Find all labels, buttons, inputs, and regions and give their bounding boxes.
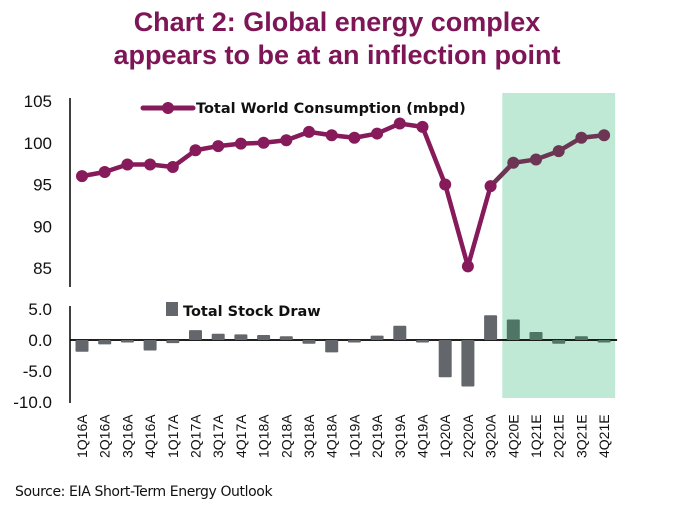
stock-draw-bar [393,325,407,340]
consumption-point [121,158,134,171]
stock-draw-bar [75,340,89,352]
stock-draw-bar [98,340,112,345]
x-tick-label: 4Q20E [505,414,521,458]
stock-draw-bar [529,331,543,340]
stock-draw-bar [461,340,475,387]
bar-legend-swatch [166,302,178,316]
consumption-point [461,260,474,273]
x-tick-label: 2Q19A [369,414,385,458]
consumption-point [144,158,157,171]
stock-draw-bar [143,340,157,351]
stock-draw-bar [506,319,520,340]
consumption-point [166,160,179,173]
bar-y-tick-label: -5.0 [23,362,52,381]
x-tick-label: 3Q16A [119,414,135,458]
line-legend-marker [162,102,174,114]
consumption-point [552,145,565,158]
forecast-shade [502,93,616,398]
x-tick-label: 2Q18A [278,414,294,458]
line-y-tick-label: 85 [33,259,52,278]
stock-draw-bar [484,315,498,340]
stock-draw-bar [574,336,588,340]
stock-draw-bar [257,335,271,340]
line-y-tick-label: 105 [24,92,52,111]
consumption-point [530,153,542,166]
consumption-point [76,170,88,183]
chart-title: Chart 2: Global energy complex appears t… [0,6,674,72]
stock-draw-bar [438,340,452,378]
consumption-point [371,127,384,140]
x-tick-label: 2Q21E [551,414,567,458]
stock-draw-bar [166,340,180,344]
consumption-point [325,129,338,142]
line-legend-label: Total World Consumption (mbpd) [196,101,466,117]
bar-y-tick-label: 0.0 [28,331,52,350]
x-tick-label: 4Q19A [415,414,431,458]
x-tick-label: 1Q19A [346,414,362,458]
line-y-tick-label: 90 [33,217,52,236]
consumption-point [348,131,361,144]
x-tick-label: 1Q20A [437,414,453,458]
consumption-point [189,144,202,157]
x-tick-label: 3Q17A [210,414,226,458]
consumption-point [416,120,429,133]
consumption-line [81,121,515,269]
x-tick-label: 2Q16A [97,414,113,458]
x-tick-label: 3Q21E [573,414,589,458]
stock-draw-bar [325,340,339,353]
consumption-point [280,134,293,147]
stock-draw-bar [189,330,202,340]
line-y-tick-label: 100 [24,134,52,153]
consumption-point [393,117,406,130]
stock-draw-bar [279,336,293,340]
source-note: Source: EIA Short-Term Energy Outlook [15,484,273,500]
chart-title-line-1: Chart 2: Global energy complex [133,7,541,37]
x-tick-label: 3Q18A [301,414,317,458]
consumption-point [507,156,520,169]
x-tick-label: 4Q21E [596,414,612,458]
consumption-point [257,136,270,149]
bar-y-tick-label: 5.0 [28,300,52,319]
stock-draw-bar [234,334,248,340]
stock-draw-bar [347,340,361,343]
x-tick-label: 1Q21E [528,414,544,458]
consumption-point [98,165,111,178]
x-tick-label: 3Q20A [483,414,499,458]
x-tick-label: 2Q20A [460,414,476,458]
x-tick-label: 4Q18A [324,414,340,458]
x-tick-label: 3Q19A [392,414,408,458]
consumption-point [598,129,611,142]
stock-draw-bar [552,340,566,344]
stock-draw-bar [211,333,225,340]
x-tick-label: 4Q16A [142,414,158,458]
x-tick-label: 2Q17A [188,414,204,458]
x-tick-label: 4Q17A [233,414,249,458]
stock-draw-bar [597,340,611,343]
line-y-tick-label: 95 [33,176,52,195]
consumption-point [575,131,588,144]
x-tick-label: 1Q16A [74,414,90,458]
consumption-point [303,125,315,138]
stock-draw-bar [416,340,429,343]
stock-draw-bar [370,335,384,340]
consumption-point [234,137,247,150]
bar-legend-label: Total Stock Draw [183,304,321,320]
x-tick-label: 1Q18A [256,414,272,458]
bar-y-tick-label: -10.0 [13,393,52,412]
consumption-point [212,140,225,153]
chart-title-line-2: appears to be at an inflection point [113,40,561,70]
stock-draw-bar [302,340,316,344]
stock-draw-bar [120,340,134,343]
consumption-point [484,180,497,193]
consumption-point [439,178,452,191]
x-tick-label: 1Q17A [165,414,181,458]
